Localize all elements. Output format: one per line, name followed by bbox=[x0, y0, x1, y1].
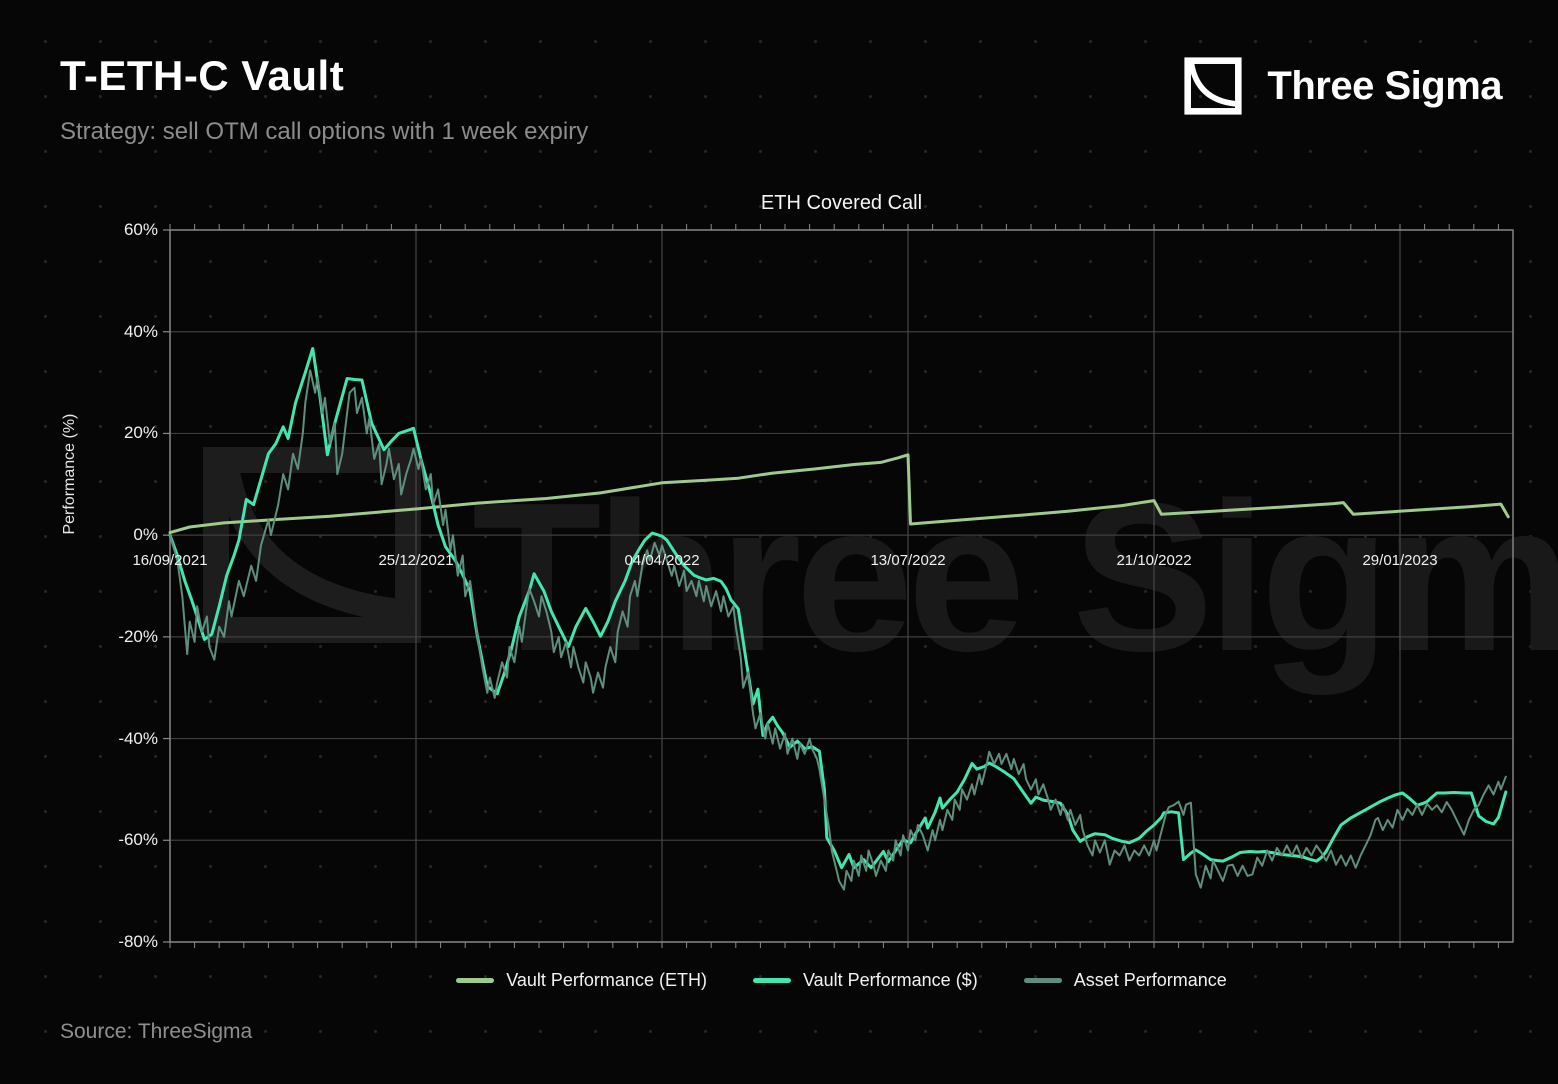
legend-item-2: Vault Performance ($) bbox=[752, 970, 978, 991]
brand: Three Sigma bbox=[1183, 56, 1502, 116]
brand-name: Three Sigma bbox=[1267, 63, 1502, 108]
page-subtitle: Strategy: sell OTM call options with 1 w… bbox=[60, 118, 589, 145]
y-tick-label: 40% bbox=[123, 321, 158, 341]
legend-item-1: Vault Performance (ETH) bbox=[456, 970, 707, 991]
watermark-logo-icon bbox=[203, 447, 421, 643]
header: T-ETH-C Vault Strategy: sell OTM call op… bbox=[60, 52, 1502, 146]
plot-border bbox=[169, 229, 1514, 943]
legend-label: Vault Performance (ETH) bbox=[506, 970, 707, 990]
y-tick-label: -40% bbox=[118, 728, 158, 748]
legend-label: Vault Performance ($) bbox=[802, 970, 978, 990]
series-line-vault-performance bbox=[168, 347, 1508, 870]
chart-title: ETH Covered Call bbox=[760, 192, 923, 214]
watermark-logo-curve bbox=[214, 460, 410, 624]
x-tick-label: 13/07/2022 bbox=[870, 552, 946, 569]
y-tick-label: -20% bbox=[118, 626, 158, 646]
three-sigma-logo-icon bbox=[1183, 56, 1243, 116]
legend-swatch bbox=[456, 978, 495, 983]
x-tick-label: 16/09/2021 bbox=[132, 552, 208, 569]
y-tick-label: 0% bbox=[133, 525, 158, 545]
legend-swatch bbox=[752, 978, 791, 983]
x-tick-label: 21/10/2022 bbox=[1116, 552, 1192, 569]
watermark-text: Three Sigma bbox=[472, 458, 1558, 695]
series-line-asset-performance bbox=[169, 369, 1507, 891]
y-axis-label: Performance (%) bbox=[61, 413, 78, 535]
x-tick-label: 29/01/2023 bbox=[1362, 552, 1438, 569]
series-line-vault-performance-eth bbox=[168, 453, 1510, 535]
legend-label: Asset Performance bbox=[1073, 970, 1227, 990]
legend-swatch bbox=[1023, 978, 1062, 983]
legend: Vault Performance (ETH) Vault Performance… bbox=[170, 970, 1513, 991]
source-text: Source: ThreeSigma bbox=[60, 1020, 253, 1043]
page-title: T-ETH-C Vault bbox=[60, 52, 345, 99]
y-tick-label: -60% bbox=[118, 830, 158, 850]
x-tick-label: 04/04/2022 bbox=[624, 552, 700, 569]
x-tick-label: 25/12/2021 bbox=[378, 552, 454, 569]
y-tick-label: 20% bbox=[123, 423, 158, 443]
y-tick-label: -80% bbox=[118, 932, 158, 951]
legend-item-3: Asset Performance bbox=[1023, 970, 1227, 991]
y-tick-label: 60% bbox=[123, 220, 158, 239]
